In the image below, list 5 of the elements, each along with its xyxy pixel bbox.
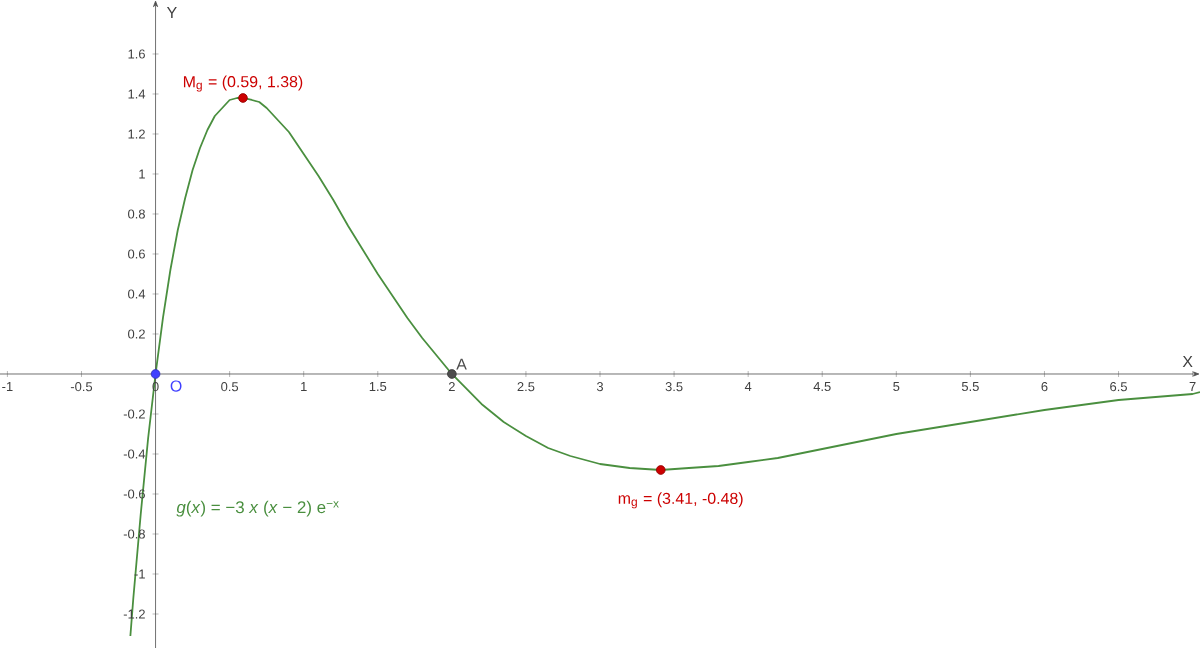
point xyxy=(150,369,161,379)
point xyxy=(447,369,457,379)
point xyxy=(655,465,666,475)
text: g(x) = −3 x (x − 2) e$^{−x}$ xyxy=(176,500,339,517)
point xyxy=(238,93,248,103)
